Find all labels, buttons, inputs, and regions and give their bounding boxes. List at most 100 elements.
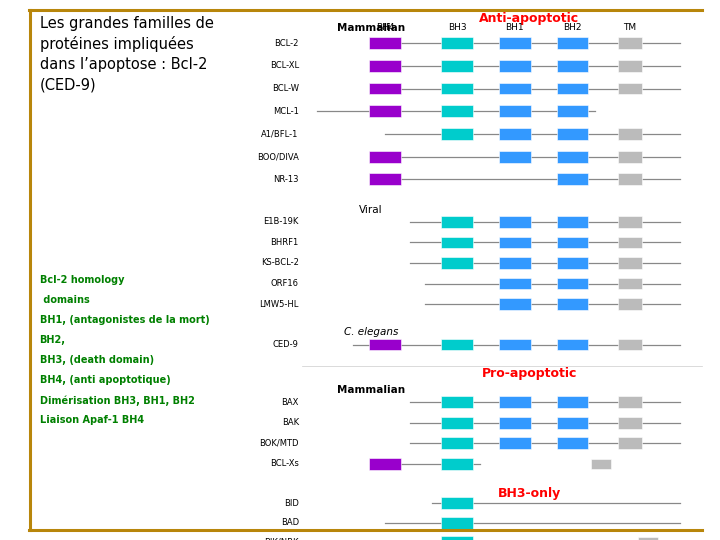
FancyBboxPatch shape xyxy=(557,37,588,49)
Text: NR-13: NR-13 xyxy=(274,175,299,184)
Text: BOK/MTD: BOK/MTD xyxy=(259,439,299,448)
FancyBboxPatch shape xyxy=(557,216,588,228)
FancyBboxPatch shape xyxy=(557,339,588,350)
Text: E1B-19K: E1B-19K xyxy=(264,218,299,226)
FancyBboxPatch shape xyxy=(499,339,531,350)
Text: BH2: BH2 xyxy=(563,23,582,32)
Text: BHRF1: BHRF1 xyxy=(271,238,299,247)
Text: BH1: BH1 xyxy=(505,23,524,32)
FancyBboxPatch shape xyxy=(618,37,642,49)
FancyBboxPatch shape xyxy=(618,216,642,228)
FancyBboxPatch shape xyxy=(441,37,473,49)
Text: Bcl-2 homology: Bcl-2 homology xyxy=(40,275,124,286)
FancyBboxPatch shape xyxy=(441,60,473,72)
Text: ORF16: ORF16 xyxy=(271,279,299,288)
FancyBboxPatch shape xyxy=(557,257,588,269)
FancyBboxPatch shape xyxy=(499,128,531,140)
FancyBboxPatch shape xyxy=(441,128,473,140)
FancyBboxPatch shape xyxy=(369,60,401,72)
FancyBboxPatch shape xyxy=(441,339,473,350)
Text: BAD: BAD xyxy=(281,518,299,527)
Text: BIK/NBK: BIK/NBK xyxy=(264,538,299,540)
FancyBboxPatch shape xyxy=(499,216,531,228)
FancyBboxPatch shape xyxy=(369,173,401,185)
Text: Viral: Viral xyxy=(359,205,382,215)
Text: Mammalian: Mammalian xyxy=(337,385,405,395)
FancyBboxPatch shape xyxy=(618,417,642,429)
Text: KS-BCL-2: KS-BCL-2 xyxy=(261,259,299,267)
FancyBboxPatch shape xyxy=(441,417,473,429)
Text: Anti-apoptotic: Anti-apoptotic xyxy=(479,12,580,25)
FancyBboxPatch shape xyxy=(618,237,642,248)
FancyBboxPatch shape xyxy=(441,237,473,248)
Text: domains: domains xyxy=(40,295,89,306)
FancyBboxPatch shape xyxy=(557,83,588,94)
Text: TM: TM xyxy=(624,23,636,32)
FancyBboxPatch shape xyxy=(557,417,588,429)
FancyBboxPatch shape xyxy=(618,151,642,163)
FancyBboxPatch shape xyxy=(618,128,642,140)
FancyBboxPatch shape xyxy=(618,278,642,289)
Text: C. elegans: C. elegans xyxy=(343,327,398,338)
FancyBboxPatch shape xyxy=(557,237,588,248)
FancyBboxPatch shape xyxy=(499,105,531,117)
FancyBboxPatch shape xyxy=(369,83,401,94)
Text: Liaison Apaf-1 BH4: Liaison Apaf-1 BH4 xyxy=(40,415,144,426)
Text: Dimérisation BH3, BH1, BH2: Dimérisation BH3, BH1, BH2 xyxy=(40,395,194,406)
Text: BOO/DIVA: BOO/DIVA xyxy=(257,152,299,161)
FancyBboxPatch shape xyxy=(557,151,588,163)
FancyBboxPatch shape xyxy=(557,105,588,117)
FancyBboxPatch shape xyxy=(441,396,473,408)
Text: BH4: BH4 xyxy=(376,23,395,32)
FancyBboxPatch shape xyxy=(441,257,473,269)
FancyBboxPatch shape xyxy=(441,105,473,117)
FancyBboxPatch shape xyxy=(441,536,473,540)
FancyBboxPatch shape xyxy=(369,37,401,49)
FancyBboxPatch shape xyxy=(591,459,611,469)
FancyBboxPatch shape xyxy=(499,37,531,49)
Text: A1/BFL-1: A1/BFL-1 xyxy=(261,130,299,138)
FancyBboxPatch shape xyxy=(557,437,588,449)
Text: Pro-apoptotic: Pro-apoptotic xyxy=(482,367,577,380)
FancyBboxPatch shape xyxy=(499,237,531,248)
FancyBboxPatch shape xyxy=(557,60,588,72)
Text: BH2,: BH2, xyxy=(40,335,66,346)
Text: Les grandes familles de
protéines impliquées
dans l’apoptose : Bcl-2
(CED-9): Les grandes familles de protéines impliq… xyxy=(40,16,213,92)
Text: BAK: BAK xyxy=(282,418,299,427)
Text: BH4, (anti apoptotique): BH4, (anti apoptotique) xyxy=(40,375,171,386)
FancyBboxPatch shape xyxy=(638,537,658,540)
Text: Mammalian: Mammalian xyxy=(337,23,405,33)
Text: BCL-W: BCL-W xyxy=(272,84,299,93)
Text: BAX: BAX xyxy=(282,398,299,407)
FancyBboxPatch shape xyxy=(369,458,401,470)
FancyBboxPatch shape xyxy=(499,151,531,163)
FancyBboxPatch shape xyxy=(618,437,642,449)
FancyBboxPatch shape xyxy=(618,396,642,408)
Text: BH3-only: BH3-only xyxy=(498,487,561,500)
FancyBboxPatch shape xyxy=(618,257,642,269)
FancyBboxPatch shape xyxy=(618,83,642,94)
FancyBboxPatch shape xyxy=(557,173,588,185)
FancyBboxPatch shape xyxy=(499,83,531,94)
FancyBboxPatch shape xyxy=(441,517,473,529)
FancyBboxPatch shape xyxy=(499,417,531,429)
FancyBboxPatch shape xyxy=(499,257,531,269)
FancyBboxPatch shape xyxy=(618,173,642,185)
FancyBboxPatch shape xyxy=(557,278,588,289)
FancyBboxPatch shape xyxy=(557,298,588,310)
FancyBboxPatch shape xyxy=(499,437,531,449)
Text: MCL-1: MCL-1 xyxy=(273,107,299,116)
FancyBboxPatch shape xyxy=(618,339,642,350)
Text: BCL-Xs: BCL-Xs xyxy=(270,460,299,468)
FancyBboxPatch shape xyxy=(441,216,473,228)
FancyBboxPatch shape xyxy=(441,83,473,94)
FancyBboxPatch shape xyxy=(369,339,401,350)
Text: BCL-2: BCL-2 xyxy=(274,39,299,48)
FancyBboxPatch shape xyxy=(441,437,473,449)
FancyBboxPatch shape xyxy=(499,396,531,408)
FancyBboxPatch shape xyxy=(369,151,401,163)
FancyBboxPatch shape xyxy=(369,105,401,117)
Text: BCL-XL: BCL-XL xyxy=(270,62,299,70)
FancyBboxPatch shape xyxy=(499,278,531,289)
FancyBboxPatch shape xyxy=(557,396,588,408)
